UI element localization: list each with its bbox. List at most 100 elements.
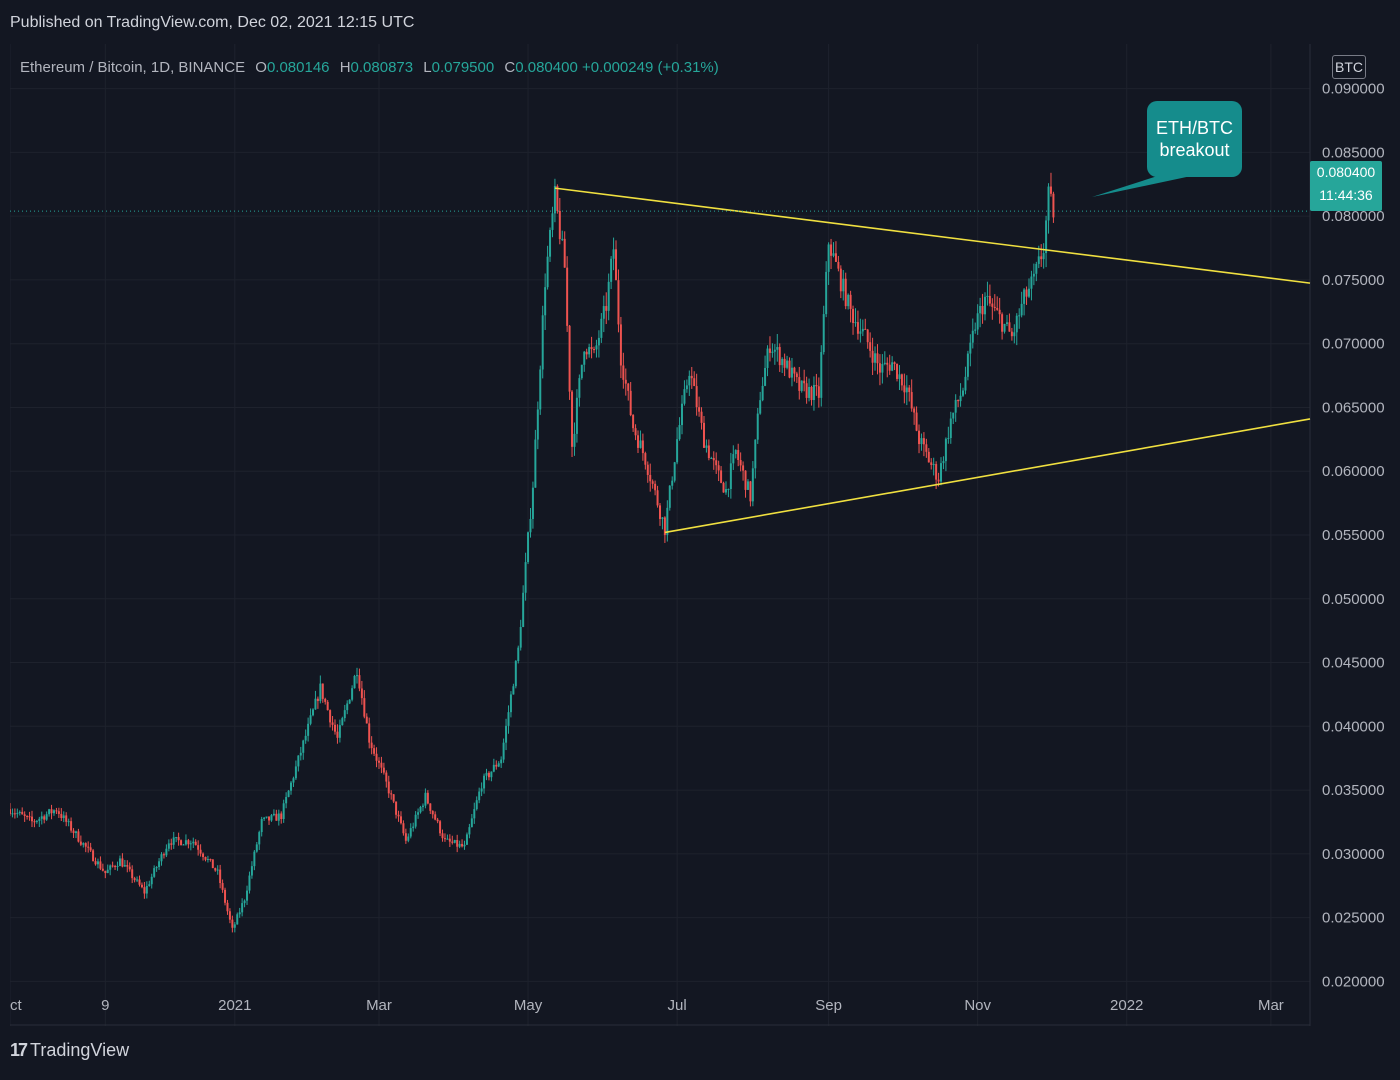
candle-body — [312, 709, 315, 716]
candle-body — [458, 843, 461, 847]
candle-body — [930, 462, 933, 465]
candle-body — [827, 244, 830, 272]
candle-body — [514, 660, 517, 687]
candle-body — [715, 460, 718, 466]
candle-body — [734, 450, 737, 455]
price-chart[interactable]: 0.090000 0.085000 0.080000 0.075000 0.070000… — [10, 44, 1400, 1026]
candle-body — [473, 809, 476, 819]
candle-body — [334, 724, 336, 732]
candle-body — [121, 858, 124, 867]
candle-body — [60, 813, 63, 819]
candle-body — [260, 819, 263, 833]
chart-frame[interactable]: 0.090000 0.085000 0.080000 0.075000 0.070000… — [10, 44, 1385, 1026]
candle-body — [145, 885, 148, 894]
candle-body — [666, 507, 669, 536]
candle-body — [800, 380, 803, 391]
candle-body — [1040, 256, 1043, 260]
candle-body — [617, 280, 620, 325]
candle-body — [974, 329, 977, 331]
candle-body — [233, 924, 236, 928]
candle-body — [910, 392, 913, 409]
candle-body — [138, 879, 141, 885]
candle-body — [790, 367, 793, 378]
candle-body — [248, 875, 251, 891]
candle-body — [140, 884, 143, 888]
currency-badge[interactable]: BTC — [1332, 55, 1366, 79]
candle-body — [118, 858, 121, 867]
candle-body — [876, 353, 879, 364]
candle-body — [624, 379, 627, 384]
candle-body — [441, 833, 444, 839]
candle-body — [942, 461, 945, 464]
candle-body — [57, 811, 60, 814]
x-tick-label: 2022 — [1110, 997, 1143, 1014]
candle-body — [678, 425, 681, 440]
candle-body — [18, 811, 21, 814]
candle-body — [505, 725, 508, 743]
candle-body — [571, 391, 574, 447]
candle-body — [341, 718, 344, 726]
candle-body — [448, 838, 451, 842]
candle-body — [192, 841, 195, 844]
candle-body — [891, 362, 894, 371]
candle-body — [998, 309, 1001, 315]
symbol-legend: Ethereum / Bitcoin, 1D, BINANCE O0.08014… — [20, 59, 719, 76]
candle-body — [1049, 186, 1052, 194]
candle-body — [1042, 253, 1045, 260]
candle-body — [573, 433, 576, 447]
candle-body — [888, 364, 891, 371]
candle-body — [724, 489, 727, 493]
candle-body — [1003, 323, 1006, 332]
candle-body — [861, 328, 864, 332]
candle-body — [443, 838, 446, 840]
candle-body — [265, 816, 268, 818]
candle-body — [363, 698, 366, 717]
candle-body — [812, 385, 815, 401]
candle-body — [355, 675, 358, 677]
tradingview-logo-icon: 17 — [10, 1040, 28, 1060]
candle-body — [11, 813, 14, 815]
symbol-name[interactable]: Ethereum / Bitcoin, 1D, BINANCE — [20, 59, 246, 76]
candle-body — [793, 367, 796, 374]
candle-body — [258, 832, 261, 845]
candle-body — [184, 840, 187, 845]
candle-body — [925, 444, 928, 452]
candle-body — [646, 464, 649, 475]
candle-body — [434, 814, 437, 820]
candle-body — [399, 816, 402, 824]
candle-body — [654, 483, 657, 491]
y-tick-label: 0.050000 — [1322, 591, 1385, 608]
candle-body — [106, 869, 109, 874]
candle-body — [35, 820, 38, 822]
candle-body — [727, 489, 730, 491]
candle-body — [522, 592, 525, 627]
candle-body — [651, 481, 654, 484]
candle-body — [197, 845, 200, 850]
candle-body — [1052, 193, 1055, 218]
candle-body — [214, 868, 217, 871]
candle-body — [390, 793, 393, 795]
candle-body — [915, 412, 918, 431]
candle-body — [1023, 289, 1026, 304]
trendline-upper[interactable] — [554, 187, 1311, 284]
candle-body — [353, 675, 356, 689]
candle-body — [935, 464, 938, 480]
candle-body — [172, 837, 175, 845]
candle-body — [788, 360, 791, 378]
low-label: L — [423, 59, 432, 76]
candle-body — [1037, 256, 1040, 264]
x-tick-label: 2021 — [218, 997, 251, 1014]
candle-body — [451, 841, 454, 843]
candle-body — [539, 369, 542, 410]
candle-body — [810, 386, 813, 401]
candle-body — [776, 347, 779, 350]
candle-body — [101, 868, 104, 871]
candle-body — [402, 823, 405, 834]
breakout-callout[interactable]: ETH/BTC breakout — [1147, 101, 1242, 177]
candle-body — [710, 457, 713, 459]
candle-body — [453, 839, 456, 843]
candle-body — [683, 389, 686, 404]
trendline-lower[interactable] — [664, 418, 1311, 534]
tradingview-logo[interactable]: 17 TradingView — [10, 1040, 129, 1061]
candle-body — [128, 866, 131, 870]
